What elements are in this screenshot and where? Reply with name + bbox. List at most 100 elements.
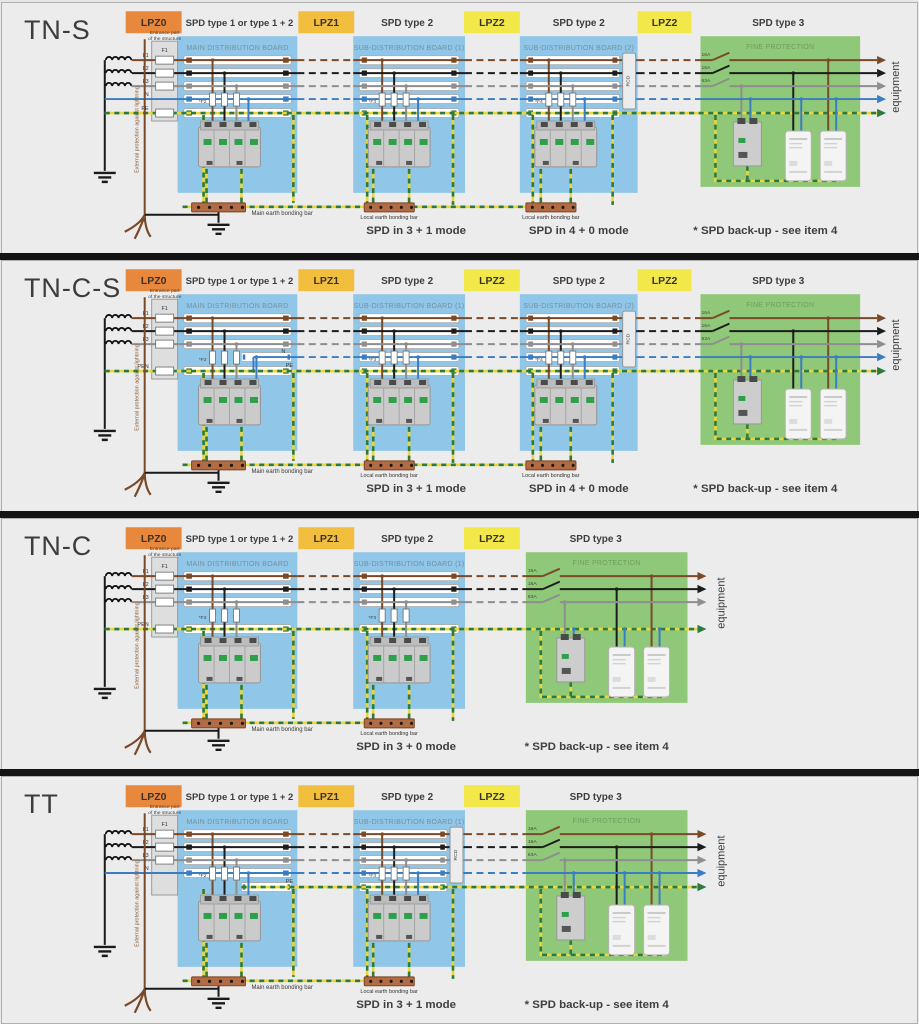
lpz0-label: LPZ0	[141, 18, 167, 29]
local-bar-label-2: Local earth bonding bar	[522, 215, 580, 221]
rcd-label: RCD	[453, 849, 459, 860]
local-earth-bar-1	[363, 718, 415, 729]
fuse-16a-label-2: 16A	[528, 839, 538, 845]
equipment-label: equipment	[715, 835, 727, 886]
lpz2-label: LPZ2	[479, 18, 505, 29]
spd-type1-label: SPD type 1 or type 1 + 2	[186, 534, 294, 545]
panel-tn-c-s: TN-C-S LPZ0 SPD type 1 or type 1 + 2 LPZ…	[1, 260, 918, 512]
lpz0-badge	[125, 269, 182, 292]
fuse-63a-label: 63A	[701, 336, 711, 342]
lpz0-badge	[125, 527, 182, 550]
fuse-63a-label: 63A	[701, 78, 711, 84]
lpz2-badge	[463, 269, 520, 292]
system-title: TN-C	[24, 531, 92, 561]
lpz1-badge	[298, 527, 355, 550]
n-label: N	[145, 92, 149, 98]
local-earth-bar-1	[363, 976, 415, 987]
entrance-box	[151, 40, 179, 122]
zone-header-row: LPZ0 SPD type 1 or type 1 + 2 LPZ1 SPD t…	[125, 269, 805, 292]
entrance-fuses	[155, 313, 175, 376]
entrance-assembly: Entrance part of the structure F1	[148, 804, 181, 896]
system-title: TT	[24, 789, 59, 819]
entrance-label-1: Entrance part	[150, 804, 180, 810]
backup-note: * SPD back-up - see item 4	[525, 999, 670, 1011]
lpz1-label: LPZ1	[313, 276, 339, 287]
lpz1-badge	[298, 11, 355, 34]
lpz2-badge	[463, 785, 520, 808]
backup-note: * SPD back-up - see item 4	[693, 483, 838, 495]
external-protection-label: External protection against lightning	[135, 602, 141, 689]
lpz1-label: LPZ1	[313, 792, 339, 803]
main-board-title: MAIN DISTRIBUTION BOARD	[186, 45, 288, 52]
lpz0-label: LPZ0	[141, 792, 167, 803]
lpz1-badge	[298, 269, 355, 292]
external-protection-label: External protection against lightning	[135, 860, 141, 947]
junction-dots	[210, 832, 662, 875]
f3-label: *F3	[368, 99, 376, 105]
main-earth-bar	[191, 202, 246, 213]
entrance-label-2: of the structure	[148, 294, 181, 300]
spd-sub2-cluster: *F4	[534, 92, 598, 168]
external-protection-label: External protection against lightning	[135, 344, 141, 431]
lpz1-label: LPZ1	[313, 534, 339, 545]
spd-type1-label: SPD type 1 or type 1 + 2	[186, 18, 294, 29]
lpz1-badge	[298, 785, 355, 808]
fine-protection-title: FINE PROTECTION	[746, 302, 814, 309]
mode-caption-left: SPD in 3 + 0 mode	[356, 741, 456, 753]
f2-label: *F2	[199, 99, 207, 105]
fuse-63a-label: 63A	[528, 852, 538, 858]
main-board-title: MAIN DISTRIBUTION BOARD	[186, 303, 288, 310]
spd-sub1-cluster: *F3	[367, 866, 431, 942]
sub-board1-title: SUB-DISTRIBUTION BOARD (1)	[354, 303, 465, 310]
backup-note: * SPD back-up - see item 4	[525, 741, 670, 753]
l2-wire	[131, 580, 707, 647]
lpz2-label-2: LPZ2	[652, 18, 678, 29]
entrance-assembly: Entrance part of the structure F1	[148, 546, 181, 638]
spd-type3-label: SPD type 3	[752, 276, 805, 287]
spd-sub1-cluster: *F3	[367, 350, 431, 426]
zone-header-row: LPZ0 SPD type 1 or type 1 + 2 LPZ1 SPD t…	[125, 527, 622, 550]
f3-label: *F3	[368, 615, 376, 621]
fine-protection-title: FINE PROTECTION	[573, 560, 641, 567]
fuse-16a-label-2: 16A	[701, 65, 711, 71]
mode-caption-left: SPD in 3 + 1 mode	[356, 999, 456, 1011]
spd-sub1-cluster: *F3	[367, 608, 431, 684]
backup-note: * SPD back-up - see item 4	[693, 225, 838, 237]
spd-type2-label: SPD type 2	[381, 18, 434, 29]
backup-fuse-labels: 16A 16A 63A	[528, 826, 538, 858]
sub-board1-title: SUB-DISTRIBUTION BOARD (1)	[354, 819, 465, 826]
main-earth-bar	[191, 718, 246, 729]
system-title: TN-C-S	[24, 273, 121, 303]
rcd-device: RCD	[622, 310, 637, 368]
main-board-title: MAIN DISTRIBUTION BOARD	[186, 819, 288, 826]
lpz2-badge-2	[637, 11, 692, 34]
entrance-label-1: Entrance part	[150, 288, 180, 294]
lpz0-label: LPZ0	[141, 276, 167, 287]
pen-label: PEN	[137, 622, 148, 628]
spd-type3-label: SPD type 3	[752, 18, 805, 29]
local-earth-bar-1	[363, 460, 415, 471]
sub-board1-title: SUB-DISTRIBUTION BOARD (1)	[354, 561, 465, 568]
spd-type2-label-2: SPD type 2	[553, 276, 606, 287]
f1-label: F1	[161, 822, 167, 828]
local-earth-bar-1	[363, 202, 415, 213]
mode-caption-right: SPD in 4 + 0 mode	[529, 225, 629, 237]
rcd-device: RCD	[622, 52, 637, 110]
f3-label: *F3	[368, 357, 376, 363]
f3-label: *F3	[368, 873, 376, 879]
f1-label: F1	[161, 306, 167, 312]
fuse-63a-label: 63A	[528, 594, 538, 600]
main-earth-bar	[191, 460, 246, 471]
f1-label: F1	[161, 48, 167, 54]
mode-caption-left: SPD in 3 + 1 mode	[366, 483, 466, 495]
panel-tt: TT LPZ0 SPD type 1 or type 1 + 2 LPZ1 SP…	[1, 776, 918, 1024]
entrance-assembly: Entrance part of the structure F1	[148, 30, 181, 122]
zone-header-row: LPZ0 SPD type 1 or type 1 + 2 LPZ1 SPD t…	[125, 785, 622, 808]
mode-caption-left: SPD in 3 + 1 mode	[366, 225, 466, 237]
rcd-label: RCD	[626, 75, 632, 86]
lpz2-badge	[463, 527, 520, 550]
lpz2-badge	[463, 11, 520, 34]
sub-board1-title: SUB-DISTRIBUTION BOARD (1)	[354, 45, 465, 52]
earthing-assembly: External protection against lightning Ma…	[123, 297, 580, 498]
f2-label: *F2	[199, 357, 207, 363]
